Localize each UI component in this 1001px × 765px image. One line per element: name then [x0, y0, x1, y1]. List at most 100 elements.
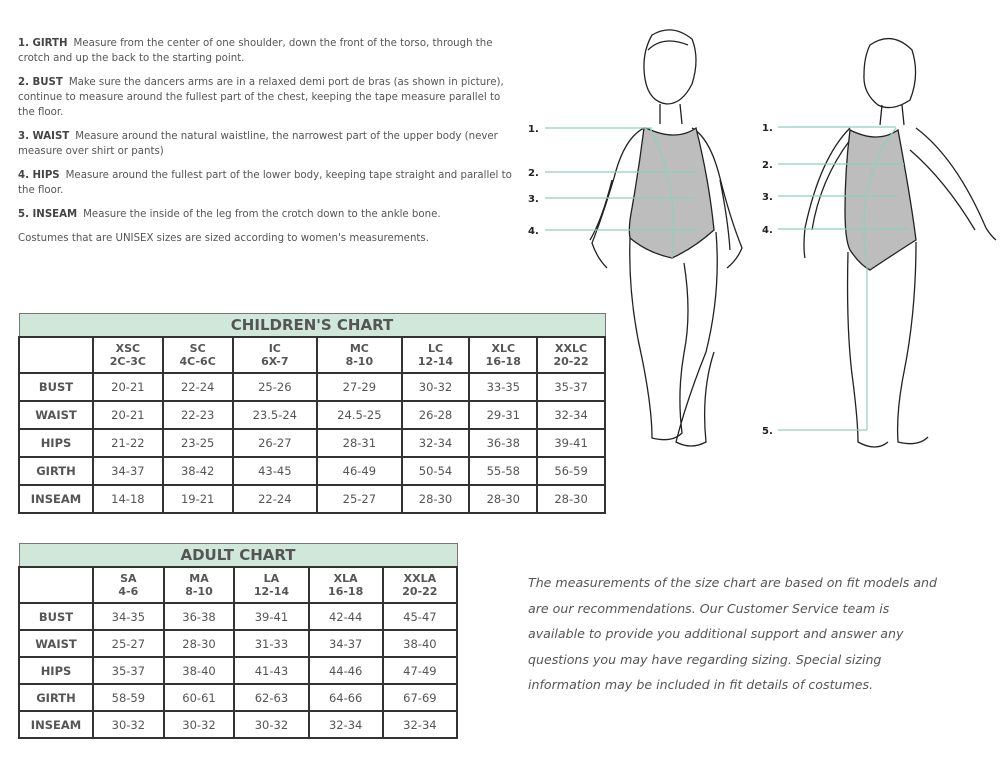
measurement-cell: 55-58	[468, 456, 539, 486]
row-label: BUST	[18, 372, 94, 402]
size-range: 12-14	[253, 585, 290, 598]
measurement-cell: 23.5-24	[231, 400, 319, 430]
size-code: LC	[427, 342, 444, 355]
size-range: 2C-3C	[109, 355, 147, 368]
measurement-cell: 50-54	[400, 456, 471, 486]
size-range: 4C-6C	[179, 355, 216, 368]
measurement-cell: 34-35	[92, 602, 165, 631]
measurement-cell: 39-41	[233, 602, 310, 631]
measurement-cell: 44-46	[307, 656, 384, 685]
measurement-figures-illustration: 1. 2. 3. 4. 1. 2. 3. 4. 5.	[528, 29, 997, 448]
measurement-cell: 58-59	[92, 683, 165, 712]
measurement-cell: 47-49	[381, 656, 459, 685]
size-column-header: LA 12-14	[233, 566, 310, 604]
front-figure	[589, 29, 743, 447]
table-row: HIPS 35-37 38-40 41-43 44-46 47-49	[18, 656, 459, 685]
row-label: INSEAM	[18, 484, 94, 514]
measurement-cell: 26-27	[231, 428, 319, 458]
measurement-cell: 22-24	[161, 372, 234, 402]
row-label: HIPS	[18, 428, 94, 458]
size-column-header: XXLA 20-22	[381, 566, 459, 604]
measurement-cell: 31-33	[233, 629, 310, 658]
measurement-cell: 39-41	[536, 428, 606, 458]
front-label-3: 3.	[528, 194, 539, 205]
measurement-cell: 28-31	[316, 428, 403, 458]
measurement-cell: 30-32	[92, 710, 165, 739]
front-label-2: 2.	[528, 168, 539, 179]
table-row: INSEAM 30-32 30-32 30-32 32-34 32-34	[18, 710, 459, 739]
size-column-header: MC 8-10	[316, 336, 403, 374]
size-column-header: MA 8-10	[162, 566, 236, 604]
size-code: XXLC	[555, 342, 588, 355]
measurement-cell: 32-34	[307, 710, 384, 739]
size-column-header: XSC 2C-3C	[92, 336, 164, 374]
back-label-3: 3.	[762, 192, 773, 203]
measurement-cell: 21-22	[92, 428, 164, 458]
measurement-cell: 36-38	[162, 602, 236, 631]
instruction-bust: 2. BUST Make sure the dancers arms are in…	[18, 77, 504, 118]
size-code: XLA	[333, 572, 358, 585]
measurement-cell: 38-40	[381, 629, 459, 658]
row-label: WAIST	[18, 629, 94, 658]
size-code: LA	[263, 572, 280, 585]
table-row: WAIST 20-21 22-23 23.5-24 24.5-25 26-28 29-31 3…	[18, 400, 606, 430]
size-column-header: XLC 16-18	[468, 336, 539, 374]
measurement-cell: 56-59	[536, 456, 606, 486]
measurement-cell: 30-32	[162, 710, 236, 739]
measurement-cell: 64-66	[307, 683, 384, 712]
measurement-cell: 34-37	[307, 629, 384, 658]
size-code: IC	[268, 342, 281, 355]
row-label: GIRTH	[18, 456, 94, 486]
back-figure-labels: 1. 2. 3. 4. 5.	[762, 123, 773, 437]
size-range: 8-10	[185, 585, 213, 598]
front-figure-labels: 1. 2. 3. 4.	[528, 124, 539, 237]
measurement-cell: 28-30	[536, 484, 606, 514]
measurement-cell: 34-37	[92, 456, 164, 486]
measurement-cell: 25-26	[231, 372, 319, 402]
measurement-cell: 35-37	[92, 656, 165, 685]
table-row: BUST 20-21 22-24 25-26 27-29 30-32 33-35 35-37	[18, 372, 606, 402]
size-code: MC	[349, 342, 369, 355]
measurement-cell: 22-24	[231, 484, 319, 514]
row-label: INSEAM	[18, 710, 94, 739]
row-label: GIRTH	[18, 683, 94, 712]
measurement-cell: 20-21	[92, 400, 164, 430]
measurement-cell: 62-63	[233, 683, 310, 712]
measurement-cell: 32-34	[381, 710, 459, 739]
instruction-girth: 1. GIRTH Measure from the center of one s…	[18, 38, 493, 64]
row-label: WAIST	[18, 400, 94, 430]
table-row: HIPS 21-22 23-25 26-27 28-31 32-34 36-38 39-41	[18, 428, 606, 458]
back-label-5: 5.	[762, 426, 773, 437]
measurement-cell: 14-18	[92, 484, 164, 514]
size-column-header: IC 6X-7	[231, 336, 319, 374]
measurement-cell: 25-27	[92, 629, 165, 658]
measurement-cell: 32-34	[400, 428, 471, 458]
measurement-cell: 35-37	[536, 372, 606, 402]
measurement-cell: 32-34	[536, 400, 606, 430]
table-row: GIRTH 34-37 38-42 43-45 46-49 50-54 55-58 56-59	[18, 456, 606, 486]
size-range: 20-22	[402, 585, 438, 598]
size-column-header: LC 12-14	[400, 336, 471, 374]
back-label-2: 2.	[762, 160, 773, 171]
measurement-cell: 38-42	[161, 456, 234, 486]
measurement-cell: 28-30	[162, 629, 236, 658]
measurement-cell: 41-43	[233, 656, 310, 685]
corner-cell	[18, 336, 94, 374]
size-code: SC	[189, 342, 206, 355]
size-range: 20-22	[553, 355, 589, 368]
measurement-cell: 30-32	[233, 710, 310, 739]
measurement-cell: 42-44	[307, 602, 384, 631]
table-row: BUST 34-35 36-38 39-41 42-44 45-47	[18, 602, 459, 631]
unisex-note: Costumes that are UNISEX sizes are sized…	[18, 233, 429, 244]
measurement-cell: 27-29	[316, 372, 403, 402]
measurement-cell: 20-21	[92, 372, 164, 402]
size-column-header: SA 4-6	[92, 566, 165, 604]
measurement-cell: 24.5-25	[316, 400, 403, 430]
table-row: GIRTH 58-59 60-61 62-63 64-66 67-69	[18, 683, 459, 712]
measurement-lines	[545, 126, 908, 431]
instruction-inseam: 5. INSEAM Measure the inside of the leg f…	[18, 209, 441, 220]
measurement-cell: 30-32	[400, 372, 471, 402]
size-code: MA	[189, 572, 209, 585]
measurement-cell: 36-38	[468, 428, 539, 458]
measurement-cell: 22-23	[161, 400, 234, 430]
